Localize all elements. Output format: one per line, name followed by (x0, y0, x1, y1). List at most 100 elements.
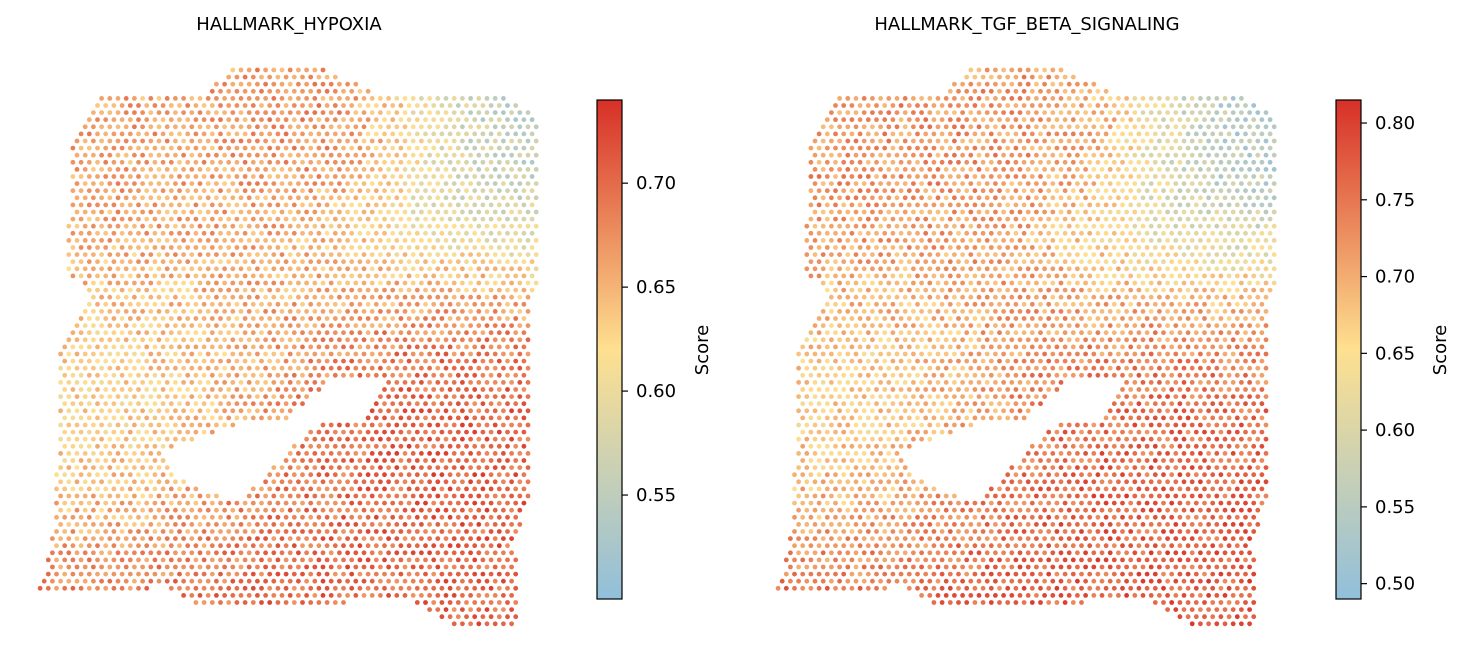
spot (525, 465, 531, 470)
spot (1050, 209, 1056, 215)
spot (976, 81, 982, 87)
spot (70, 216, 76, 222)
spot (234, 401, 240, 407)
spot (341, 571, 346, 577)
spot (439, 472, 445, 478)
spot (181, 195, 187, 201)
spot (956, 88, 961, 94)
spot (476, 96, 482, 101)
spot (423, 415, 428, 421)
spot (1029, 174, 1035, 179)
spot (205, 337, 211, 343)
spot (357, 514, 363, 520)
spot (337, 564, 342, 570)
spot (390, 514, 396, 520)
spot (980, 145, 986, 151)
spot (160, 301, 166, 307)
spot (1226, 145, 1232, 151)
spot (878, 96, 883, 101)
spot (123, 507, 129, 513)
spot (320, 351, 326, 357)
spot (1222, 124, 1228, 130)
spot (1247, 138, 1252, 144)
spot (1107, 110, 1113, 115)
spot (468, 195, 473, 201)
spot (972, 174, 978, 179)
spot (287, 507, 293, 513)
spot (419, 266, 424, 272)
spot (820, 167, 826, 172)
spot (968, 110, 974, 115)
spot (304, 564, 309, 570)
spot (168, 500, 174, 506)
spot (160, 259, 166, 265)
spot (115, 422, 121, 428)
spot (173, 181, 178, 187)
spot (353, 138, 359, 144)
spot (468, 593, 473, 598)
spot (1091, 167, 1097, 172)
spot (447, 330, 453, 336)
spot (501, 152, 506, 158)
spot (86, 358, 92, 364)
spot (304, 593, 309, 598)
spot (484, 550, 490, 556)
spot (956, 145, 961, 151)
spot (95, 571, 100, 577)
spot (1210, 159, 1216, 165)
spot (66, 223, 72, 229)
spot (410, 422, 416, 428)
spot (509, 209, 514, 215)
spot (1271, 167, 1277, 172)
spot (501, 507, 506, 513)
spot (870, 167, 875, 172)
spot (78, 401, 84, 407)
spot (525, 252, 531, 257)
spot (427, 238, 432, 243)
spot (144, 145, 150, 151)
spot (353, 522, 359, 527)
spot (968, 124, 974, 130)
spot (1087, 202, 1093, 208)
spot (349, 358, 355, 364)
spot (521, 316, 527, 321)
spot (390, 429, 396, 435)
spot (123, 394, 129, 399)
spot (242, 159, 248, 165)
spot (345, 238, 350, 243)
spot (455, 529, 461, 534)
spot (193, 401, 199, 407)
spot (1189, 110, 1195, 115)
spot (328, 578, 334, 584)
spot (82, 451, 88, 456)
spot (226, 145, 232, 151)
spot (181, 380, 187, 385)
spot (435, 181, 441, 187)
spot (95, 202, 100, 208)
spot (464, 358, 469, 364)
spot (209, 131, 215, 137)
spot (271, 223, 277, 229)
spot (201, 301, 207, 307)
spot (1136, 117, 1142, 123)
spot (324, 585, 330, 591)
spot (394, 507, 400, 513)
spot (156, 96, 162, 101)
spot (382, 429, 387, 435)
spot (365, 316, 371, 321)
spot (152, 372, 158, 378)
spot (259, 202, 264, 208)
spot (91, 309, 96, 314)
spot (214, 365, 219, 371)
spot (1062, 202, 1068, 208)
spot (291, 387, 297, 392)
spot (382, 188, 387, 194)
spot (1046, 74, 1052, 80)
spot (283, 188, 289, 194)
spot (283, 415, 289, 421)
spot (127, 117, 133, 123)
spot (107, 152, 113, 158)
spot (95, 529, 100, 534)
spot (890, 103, 896, 108)
spot (107, 394, 113, 399)
